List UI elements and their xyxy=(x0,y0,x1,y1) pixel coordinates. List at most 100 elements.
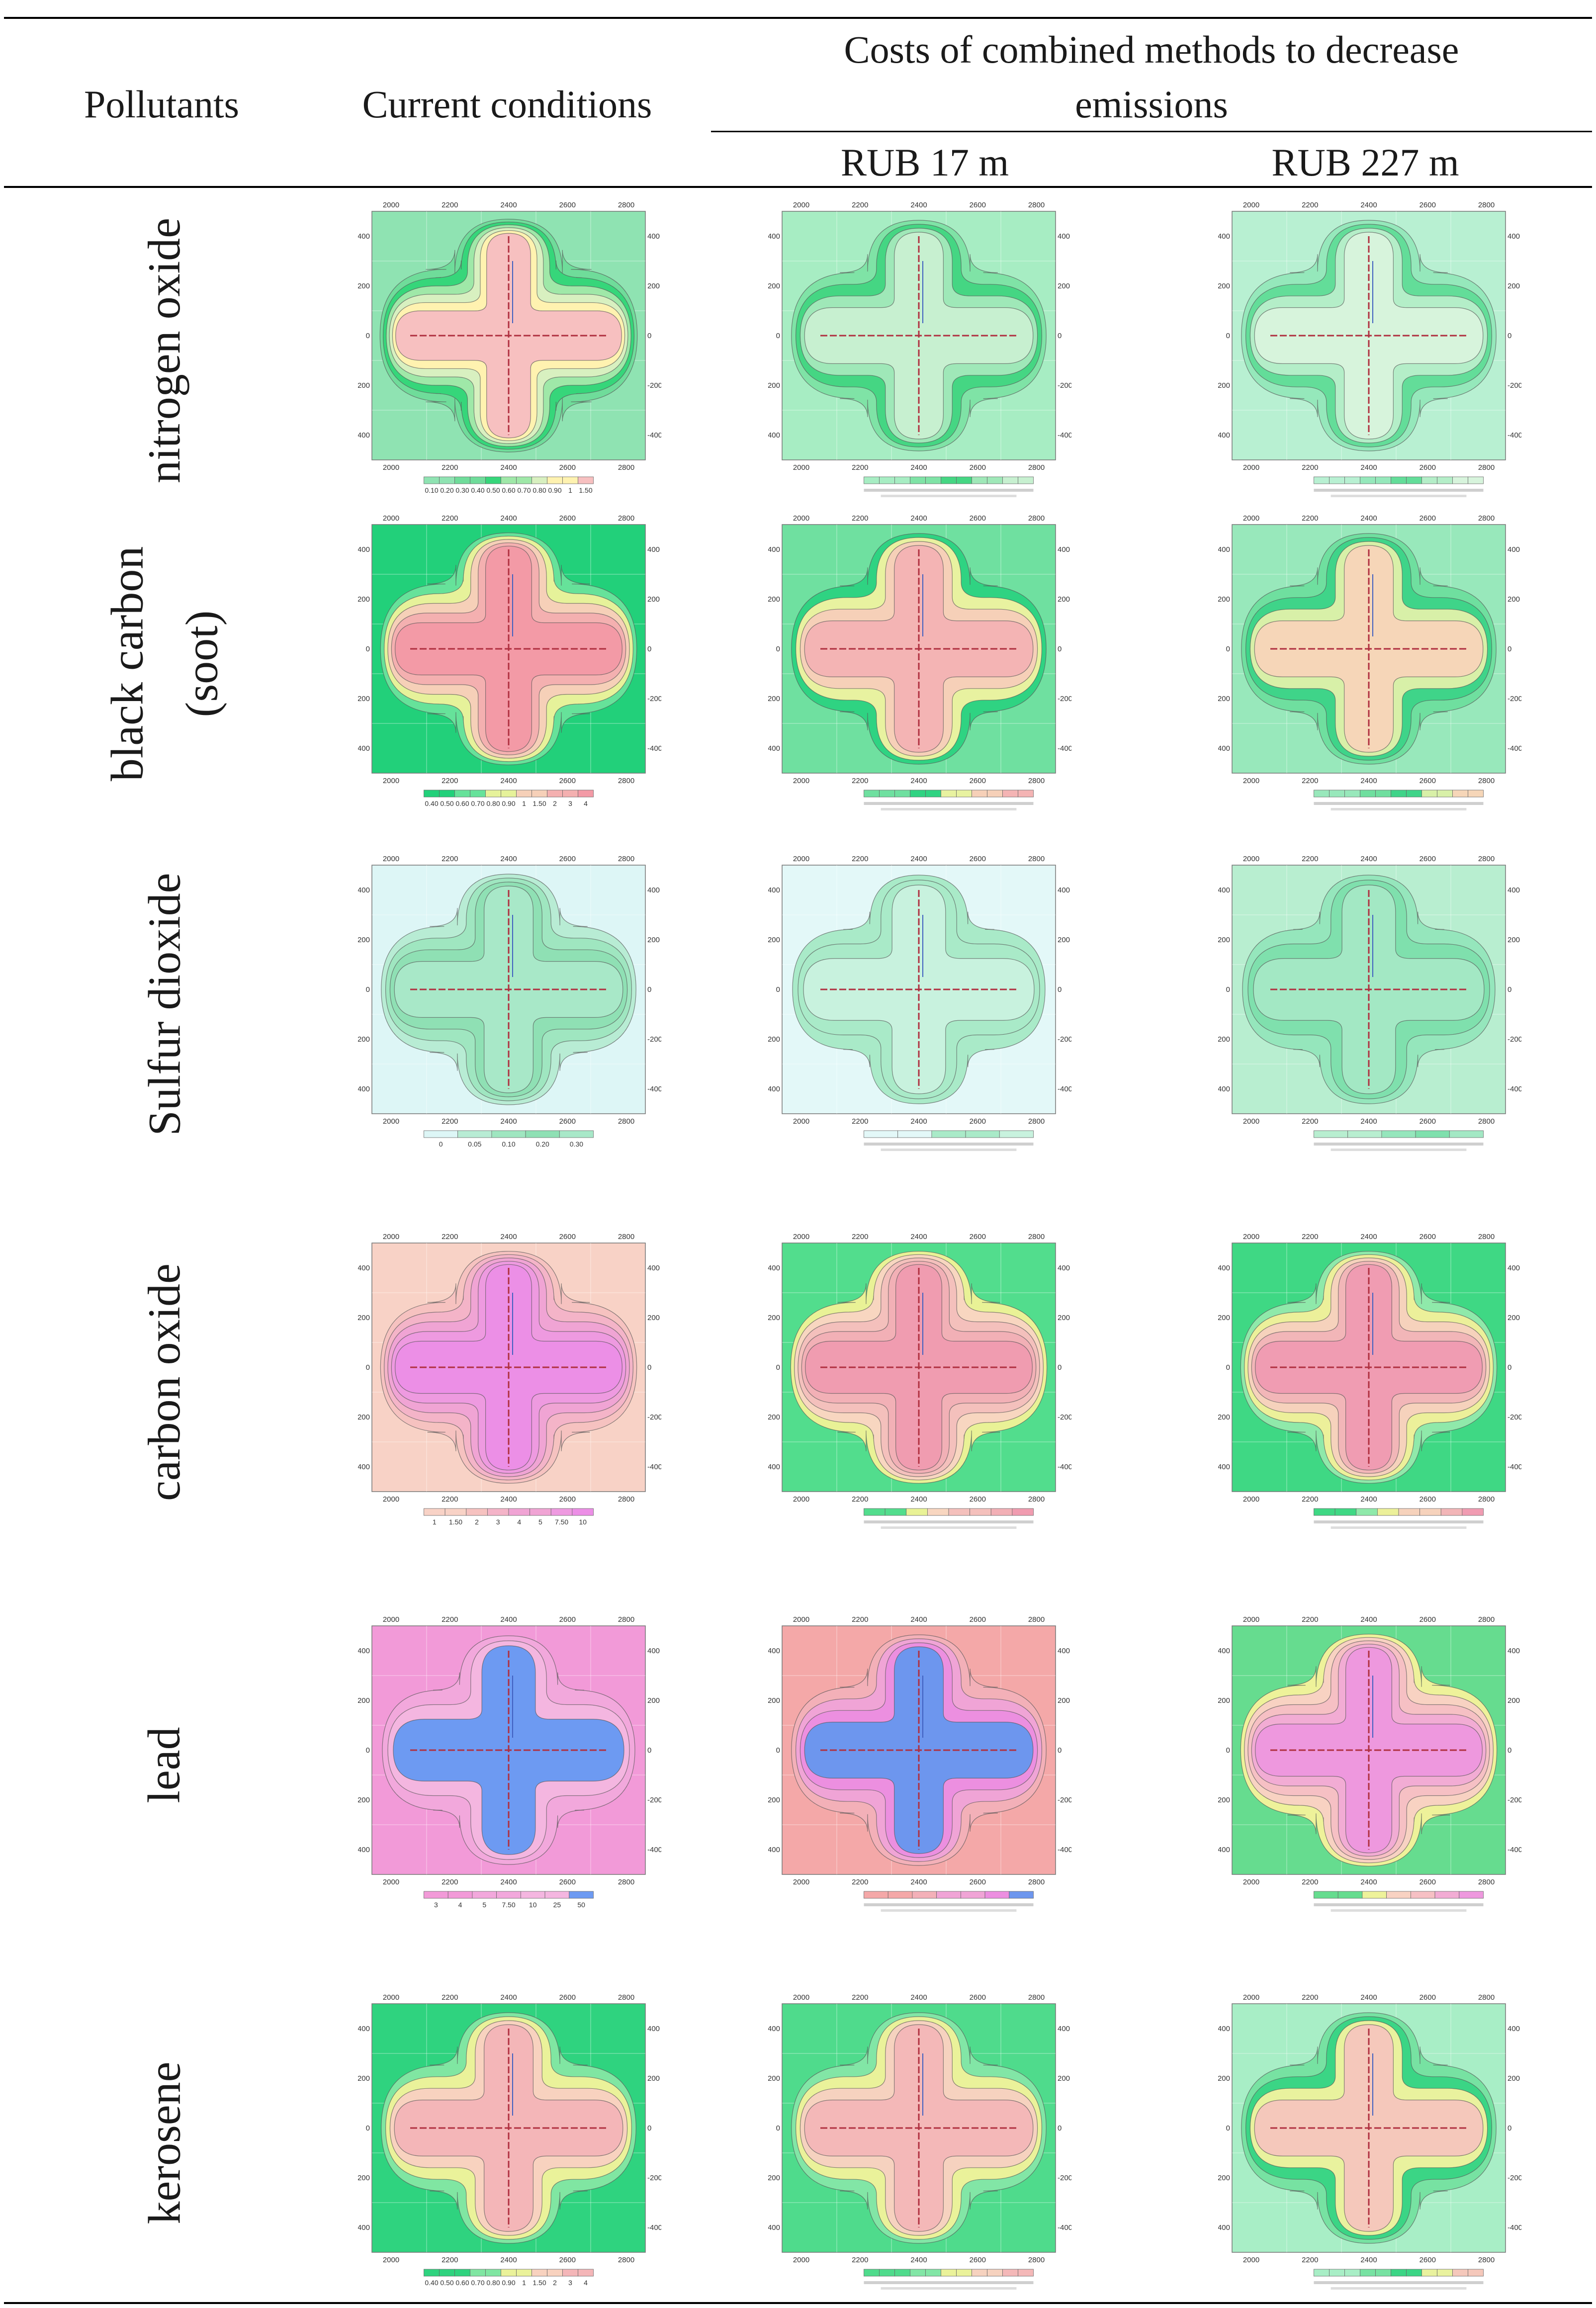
svg-text:0.90: 0.90 xyxy=(502,799,515,807)
svg-text:2400: 2400 xyxy=(910,855,927,863)
svg-text:0: 0 xyxy=(647,332,651,340)
header-bottom-rule xyxy=(4,186,1592,188)
svg-text:-200: -200 xyxy=(768,1413,780,1421)
svg-text:2200: 2200 xyxy=(442,855,458,863)
svg-text:-400: -400 xyxy=(358,1085,370,1093)
svg-text:2600: 2600 xyxy=(1419,1495,1436,1504)
svg-text:-200: -200 xyxy=(768,1796,780,1804)
svg-text:-400: -400 xyxy=(1507,1463,1521,1471)
svg-text:0.60: 0.60 xyxy=(455,799,469,807)
svg-text:2200: 2200 xyxy=(1302,463,1318,472)
svg-text:2000: 2000 xyxy=(383,2256,399,2264)
svg-text:-200: -200 xyxy=(1218,695,1230,703)
svg-text:400: 400 xyxy=(1058,1264,1070,1272)
svg-text:2800: 2800 xyxy=(618,1993,634,2002)
svg-text:200: 200 xyxy=(1507,595,1520,604)
svg-text:-400: -400 xyxy=(1058,1463,1071,1471)
svg-text:2000: 2000 xyxy=(793,1495,809,1504)
svg-text:2000: 2000 xyxy=(383,1993,399,2002)
svg-text:2400: 2400 xyxy=(500,1233,517,1241)
svg-text:0: 0 xyxy=(1226,645,1230,653)
svg-text:200: 200 xyxy=(1507,2074,1520,2083)
svg-text:-400: -400 xyxy=(768,744,780,753)
svg-text:0.90: 0.90 xyxy=(502,2279,515,2287)
svg-text:2200: 2200 xyxy=(1302,1878,1318,1886)
svg-text:400: 400 xyxy=(358,1264,370,1272)
svg-text:0: 0 xyxy=(776,332,780,340)
svg-text:2000: 2000 xyxy=(1243,777,1259,785)
group-header-rule xyxy=(711,131,1592,132)
svg-text:2200: 2200 xyxy=(852,1117,868,1126)
svg-text:0: 0 xyxy=(366,2124,370,2132)
svg-text:4: 4 xyxy=(458,1901,462,1909)
svg-text:2400: 2400 xyxy=(1360,1993,1377,2002)
svg-text:7.50: 7.50 xyxy=(555,1518,568,1526)
svg-text:2200: 2200 xyxy=(852,855,868,863)
svg-text:200: 200 xyxy=(647,1696,660,1705)
dispersion-map-rub17m: 2000 2000 2200 2200 2400 2400 2600 2600 2800 2800… xyxy=(768,1611,1071,1919)
svg-text:-200: -200 xyxy=(358,381,370,390)
svg-text:2800: 2800 xyxy=(1478,463,1495,472)
svg-text:2600: 2600 xyxy=(970,1495,986,1504)
svg-text:2600: 2600 xyxy=(1419,777,1436,785)
svg-text:0: 0 xyxy=(1226,332,1230,340)
svg-text:-200: -200 xyxy=(647,1796,661,1804)
svg-text:-400: -400 xyxy=(647,431,661,440)
svg-text:2800: 2800 xyxy=(1478,1117,1495,1126)
svg-text:0: 0 xyxy=(1507,1746,1511,1755)
svg-text:0.10: 0.10 xyxy=(502,1140,515,1148)
svg-text:400: 400 xyxy=(358,886,370,894)
svg-text:400: 400 xyxy=(1507,1264,1520,1272)
svg-text:-200: -200 xyxy=(1058,1035,1071,1044)
svg-text:2400: 2400 xyxy=(910,1993,927,2002)
svg-text:0: 0 xyxy=(1226,1363,1230,1372)
svg-text:0: 0 xyxy=(1058,645,1062,653)
svg-text:1.50: 1.50 xyxy=(532,2279,546,2287)
svg-text:2200: 2200 xyxy=(442,777,458,785)
svg-text:2800: 2800 xyxy=(1478,1878,1495,1886)
svg-text:400: 400 xyxy=(358,1647,370,1655)
svg-text:-200: -200 xyxy=(647,695,661,703)
header-pollutants: Pollutants xyxy=(84,83,240,126)
svg-text:10: 10 xyxy=(529,1901,537,1909)
svg-text:200: 200 xyxy=(768,595,780,604)
svg-text:2600: 2600 xyxy=(559,1993,576,2002)
svg-text:2200: 2200 xyxy=(442,1233,458,1241)
svg-text:400: 400 xyxy=(768,1264,780,1272)
svg-text:2600: 2600 xyxy=(1419,201,1436,209)
svg-text:2800: 2800 xyxy=(1478,514,1495,523)
svg-text:0.50: 0.50 xyxy=(440,799,453,807)
svg-text:-200: -200 xyxy=(1058,1413,1071,1421)
svg-text:2800: 2800 xyxy=(1028,2256,1045,2264)
svg-text:-400: -400 xyxy=(358,2223,370,2232)
svg-text:4: 4 xyxy=(584,799,588,807)
svg-text:2400: 2400 xyxy=(910,1233,927,1241)
svg-text:200: 200 xyxy=(358,595,370,604)
svg-text:2800: 2800 xyxy=(1028,855,1045,863)
svg-text:2800: 2800 xyxy=(618,1615,634,1624)
svg-text:3: 3 xyxy=(496,1518,500,1526)
svg-text:0.80: 0.80 xyxy=(532,486,546,494)
svg-text:200: 200 xyxy=(647,595,660,604)
svg-text:2400: 2400 xyxy=(1360,463,1377,472)
svg-text:0.20: 0.20 xyxy=(536,1140,549,1148)
svg-text:0: 0 xyxy=(647,2124,651,2132)
svg-text:2400: 2400 xyxy=(910,463,927,472)
svg-text:-200: -200 xyxy=(1218,1035,1230,1044)
svg-text:2800: 2800 xyxy=(618,2256,634,2264)
svg-text:2200: 2200 xyxy=(852,463,868,472)
svg-text:2400: 2400 xyxy=(500,1615,517,1624)
svg-text:-200: -200 xyxy=(1058,1796,1071,1804)
svg-text:-200: -200 xyxy=(647,381,661,390)
svg-text:400: 400 xyxy=(358,2025,370,2033)
svg-text:2400: 2400 xyxy=(910,1878,927,1886)
svg-text:2200: 2200 xyxy=(852,1233,868,1241)
svg-text:200: 200 xyxy=(1058,595,1070,604)
svg-text:-200: -200 xyxy=(647,1413,661,1421)
svg-text:2200: 2200 xyxy=(442,1878,458,1886)
svg-text:2600: 2600 xyxy=(559,2256,576,2264)
svg-text:200: 200 xyxy=(1507,936,1520,944)
svg-text:200: 200 xyxy=(1507,1314,1520,1322)
svg-text:0.70: 0.70 xyxy=(517,486,531,494)
svg-text:400: 400 xyxy=(358,232,370,241)
